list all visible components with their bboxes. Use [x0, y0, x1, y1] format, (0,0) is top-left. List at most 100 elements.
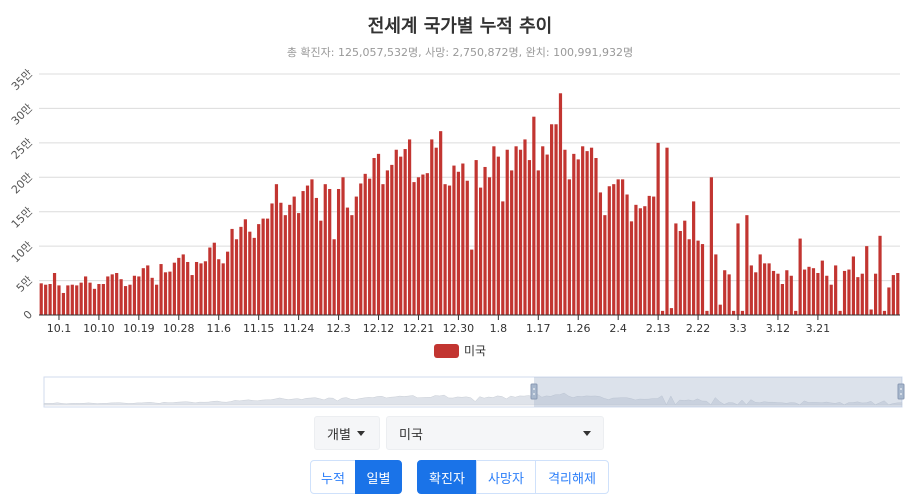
bar[interactable]: [510, 170, 514, 315]
bar[interactable]: [763, 263, 767, 315]
bar[interactable]: [155, 284, 159, 315]
bar[interactable]: [407, 139, 412, 315]
bar[interactable]: [674, 223, 678, 315]
bar[interactable]: [554, 124, 558, 316]
legend-swatch-usa[interactable]: [434, 344, 459, 358]
bar[interactable]: [820, 260, 824, 315]
country-dropdown[interactable]: 미국: [386, 416, 604, 450]
bar[interactable]: [736, 223, 740, 315]
bar[interactable]: [785, 270, 789, 315]
bar[interactable]: [794, 310, 798, 315]
bar[interactable]: [203, 261, 208, 315]
bar[interactable]: [616, 179, 620, 315]
bar[interactable]: [696, 240, 700, 315]
bar[interactable]: [882, 310, 887, 315]
bar[interactable]: [97, 284, 101, 315]
bar[interactable]: [474, 160, 478, 315]
bar[interactable]: [647, 195, 651, 315]
bar[interactable]: [319, 220, 323, 315]
bar[interactable]: [518, 149, 523, 315]
bar[interactable]: [403, 149, 407, 315]
bar[interactable]: [292, 196, 296, 315]
bar[interactable]: [66, 285, 70, 315]
bar[interactable]: [807, 266, 811, 315]
bar[interactable]: [638, 208, 642, 315]
bar[interactable]: [563, 149, 567, 315]
bar[interactable]: [461, 163, 465, 315]
datazoom-handle-right[interactable]: [897, 383, 905, 400]
bar[interactable]: [532, 116, 536, 315]
bar[interactable]: [789, 275, 793, 315]
bar[interactable]: [678, 230, 682, 315]
bar[interactable]: [92, 288, 97, 315]
bar[interactable]: [585, 151, 589, 315]
bar[interactable]: [265, 218, 270, 315]
bar[interactable]: [44, 284, 48, 315]
bar[interactable]: [48, 284, 52, 315]
bar[interactable]: [873, 273, 878, 315]
bar[interactable]: [523, 139, 527, 315]
bar[interactable]: [514, 146, 518, 315]
confirmed-toggle-button[interactable]: 확진자: [417, 460, 477, 494]
bar[interactable]: [700, 244, 705, 315]
bar[interactable]: [660, 310, 665, 315]
bar[interactable]: [57, 285, 61, 315]
bar[interactable]: [621, 179, 625, 315]
bar[interactable]: [692, 201, 696, 315]
bar[interactable]: [607, 186, 611, 315]
bar[interactable]: [70, 284, 74, 315]
bar[interactable]: [487, 177, 492, 315]
bar[interactable]: [683, 220, 687, 315]
bar[interactable]: [758, 254, 762, 315]
bar[interactable]: [723, 270, 727, 315]
bar[interactable]: [705, 310, 709, 315]
bar[interactable]: [851, 256, 855, 315]
bar[interactable]: [128, 284, 132, 315]
bar[interactable]: [860, 273, 864, 315]
bar[interactable]: [669, 308, 674, 315]
bar[interactable]: [567, 179, 571, 315]
bar[interactable]: [749, 265, 753, 315]
bar[interactable]: [39, 283, 43, 315]
bar[interactable]: [385, 170, 389, 315]
bar[interactable]: [226, 251, 230, 315]
bar[interactable]: [718, 304, 722, 315]
datazoom-handle-left[interactable]: [530, 383, 538, 400]
bar[interactable]: [767, 263, 771, 315]
bar[interactable]: [891, 275, 895, 315]
deaths-toggle-button[interactable]: 사망자: [476, 460, 536, 494]
bar[interactable]: [643, 206, 647, 315]
bar[interactable]: [825, 275, 829, 315]
bar[interactable]: [310, 179, 314, 315]
bar[interactable]: [576, 159, 580, 315]
bar[interactable]: [243, 219, 247, 315]
bar[interactable]: [394, 149, 398, 315]
bar[interactable]: [430, 139, 434, 315]
bar[interactable]: [541, 146, 545, 315]
bar[interactable]: [190, 275, 194, 315]
bar[interactable]: [740, 310, 745, 315]
bar[interactable]: [323, 184, 327, 315]
bar[interactable]: [496, 156, 500, 315]
bar[interactable]: [558, 93, 563, 315]
bar[interactable]: [412, 182, 416, 315]
bar[interactable]: [865, 246, 869, 315]
bar[interactable]: [376, 153, 381, 315]
bar[interactable]: [221, 263, 225, 315]
bar[interactable]: [754, 272, 758, 315]
bar[interactable]: [390, 164, 394, 315]
bar[interactable]: [594, 158, 598, 315]
bar[interactable]: [248, 231, 252, 315]
bar[interactable]: [896, 273, 900, 315]
bar[interactable]: [146, 265, 150, 315]
bar[interactable]: [359, 183, 363, 315]
bar[interactable]: [123, 286, 128, 315]
bar[interactable]: [119, 279, 123, 315]
bar[interactable]: [612, 184, 616, 315]
bar[interactable]: [834, 265, 838, 315]
bar[interactable]: [239, 226, 243, 315]
bar[interactable]: [771, 270, 776, 315]
bar[interactable]: [288, 204, 292, 315]
bar[interactable]: [665, 147, 669, 315]
bar[interactable]: [115, 273, 119, 315]
